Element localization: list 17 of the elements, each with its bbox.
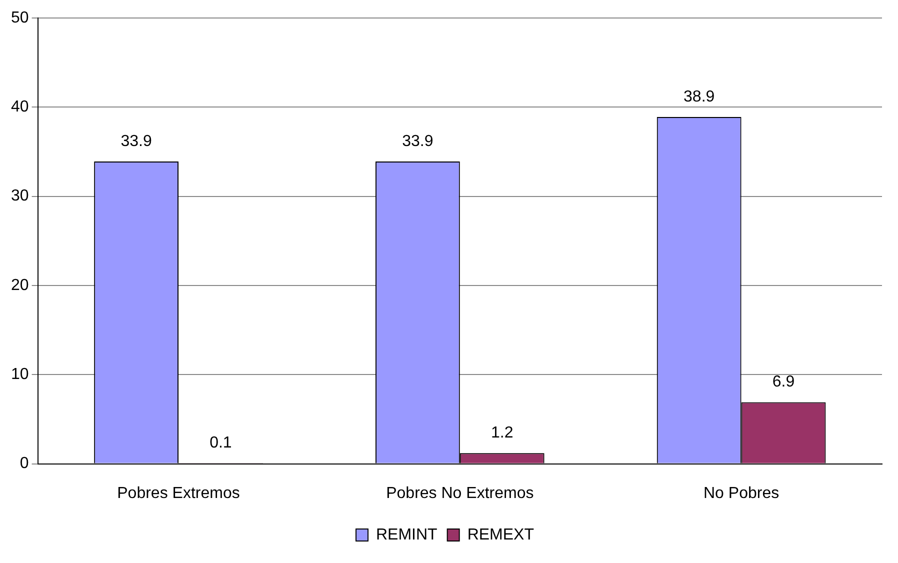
data-label: 33.9 xyxy=(120,132,152,150)
x-tick-label: Pobres No Extremos xyxy=(386,484,534,502)
legend-label: REMEXT xyxy=(467,526,534,544)
y-tick-label: 40 xyxy=(11,98,29,116)
data-label: 6.9 xyxy=(772,374,795,391)
x-tick-label: No Pobres xyxy=(704,484,780,502)
data-label: 1.2 xyxy=(490,424,514,442)
data-label: 33.9 xyxy=(402,132,434,150)
x-tick-label: Pobres Extremos xyxy=(117,484,240,502)
y-tick-label: 0 xyxy=(20,455,29,472)
y-tick-label: 30 xyxy=(11,188,29,205)
y-tick-label: 20 xyxy=(11,276,29,294)
data-label: 38.9 xyxy=(684,88,715,106)
legend-label: REMINT xyxy=(376,526,438,544)
y-tick-label: 50 xyxy=(11,9,29,26)
y-tick-label: 10 xyxy=(11,366,29,384)
data-label: 0.1 xyxy=(210,434,232,452)
